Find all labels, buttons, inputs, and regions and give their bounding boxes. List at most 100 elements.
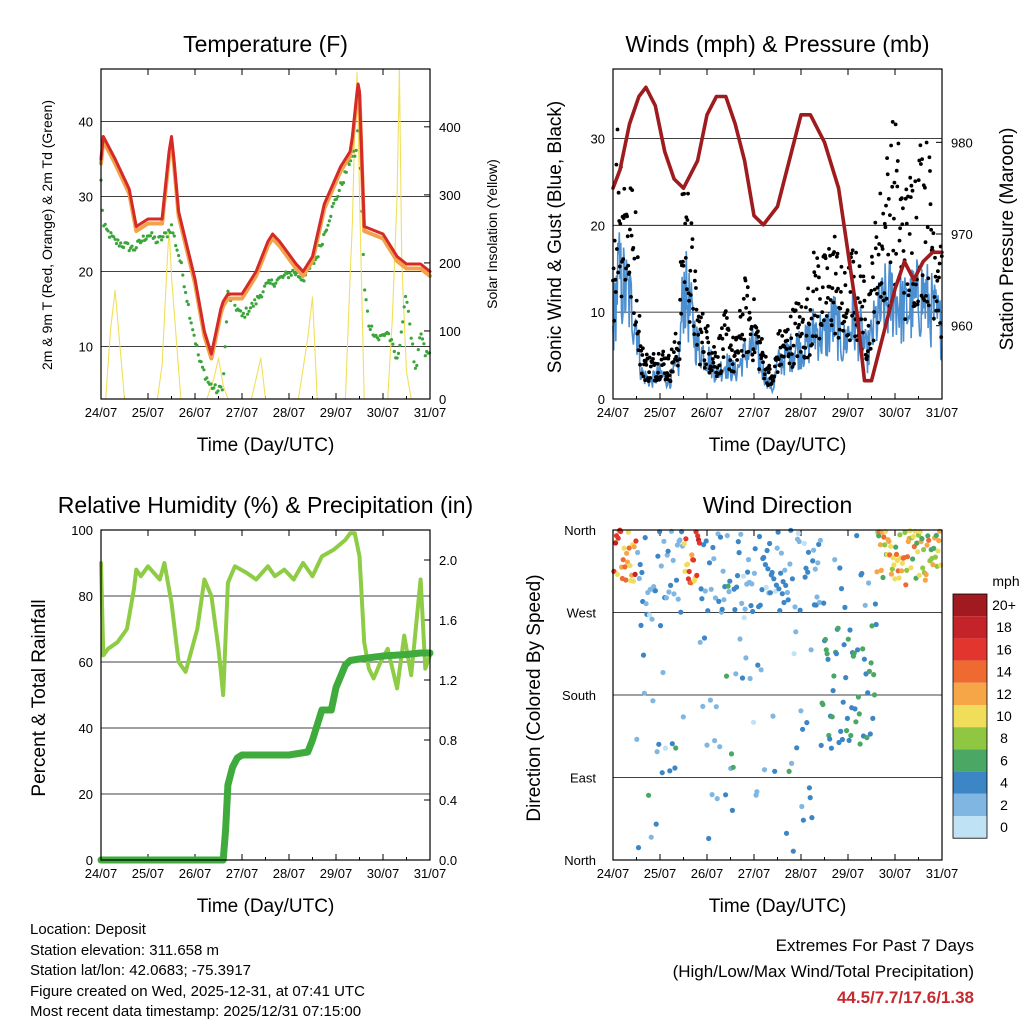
dewpoint-point — [133, 248, 137, 252]
direction-point — [729, 807, 736, 814]
station-info: Location: Deposit Station elevation: 311… — [30, 920, 365, 1023]
direction-point — [673, 577, 680, 583]
gust-point — [778, 329, 782, 333]
direction-point — [888, 571, 895, 577]
dewpoint-point — [192, 333, 196, 337]
dewpoint-point — [246, 312, 250, 316]
gust-point — [817, 275, 821, 280]
gust-point — [745, 285, 750, 290]
dewpoint-point — [356, 129, 360, 133]
gust-point — [687, 298, 691, 303]
gust-point — [836, 335, 841, 340]
dewpoint-point — [327, 219, 331, 223]
gust-point — [685, 218, 690, 222]
direction-point — [851, 650, 857, 656]
direction-point — [664, 552, 670, 558]
x-tick-label: 28/07 — [785, 866, 818, 881]
temperature-title: Temperature (F) — [183, 31, 348, 57]
dewpoint-point — [172, 234, 176, 238]
direction-point — [871, 692, 878, 698]
gust-point — [842, 270, 847, 275]
dewpoint-point — [353, 154, 357, 158]
dewpoint-point — [226, 289, 230, 293]
gust-point — [669, 347, 674, 352]
gust-point — [681, 263, 686, 268]
gust-point — [697, 319, 702, 324]
direction-point — [805, 569, 811, 575]
colorbar-swatch — [953, 705, 987, 728]
gust-point — [872, 310, 876, 314]
y-tick-label: North — [564, 853, 596, 868]
direction-point — [649, 616, 655, 622]
x-tick-label: 31/07 — [414, 405, 447, 420]
gust-point — [881, 298, 886, 303]
direction-point — [631, 544, 637, 550]
gust-point — [690, 237, 695, 242]
direction-point — [637, 561, 643, 568]
direction-point — [936, 538, 942, 544]
dewpoint-point — [261, 290, 265, 294]
dewpoint-point — [332, 201, 336, 205]
direction-point — [893, 544, 899, 550]
gust-point — [738, 308, 742, 313]
direction-point — [811, 547, 817, 553]
direction-point — [726, 589, 732, 595]
dewpoint-point — [344, 170, 348, 174]
gust-point — [750, 352, 755, 357]
gust-point — [613, 290, 618, 294]
dewpoint-point — [248, 306, 253, 310]
y-right-tick-label: 970 — [951, 227, 973, 242]
gust-point — [639, 371, 644, 376]
gust-point — [676, 363, 680, 368]
gust-point — [705, 335, 710, 340]
dewpoint-point — [205, 376, 209, 380]
gust-point — [756, 334, 761, 339]
y-right-tick-label: 300 — [439, 188, 461, 203]
gust-point — [692, 332, 697, 337]
dewpoint-point — [404, 294, 408, 299]
y-tick-label: 10 — [79, 340, 93, 355]
dewpoint-point — [171, 231, 175, 235]
gust-point — [826, 296, 830, 300]
direction-point — [723, 792, 729, 798]
gust-point — [632, 311, 636, 315]
gust-point — [827, 247, 831, 251]
direction-point — [659, 770, 665, 776]
direction-point — [737, 636, 743, 642]
direction-point — [720, 568, 726, 574]
gust-point — [798, 350, 803, 354]
gust-point — [724, 332, 729, 337]
direction-point — [757, 602, 763, 608]
gust-point — [900, 222, 905, 227]
direction-point — [922, 577, 928, 583]
gust-point — [730, 348, 734, 352]
gust-point — [831, 300, 836, 305]
direction-point — [860, 646, 866, 652]
dewpoint-point — [158, 234, 162, 238]
gust-point — [823, 256, 828, 261]
dewpoint-point — [224, 320, 229, 324]
gust-point — [622, 186, 627, 191]
gust-point — [842, 319, 847, 324]
gust-point — [665, 371, 669, 375]
gust-point — [913, 179, 918, 184]
colorbar-swatch — [953, 727, 987, 750]
direction-point — [799, 803, 805, 810]
extremes-title: Extremes For Past 7 Days — [775, 936, 974, 955]
gust-point — [739, 336, 743, 341]
direction-point — [787, 561, 793, 567]
direction-point — [633, 538, 639, 544]
dewpoint-point — [420, 337, 425, 341]
direction-point — [856, 711, 862, 717]
direction-point — [698, 586, 704, 592]
direction-point — [816, 541, 822, 548]
direction-point — [790, 848, 796, 854]
direction-point — [655, 553, 661, 559]
direction-point — [890, 555, 896, 561]
dewpoint-point — [281, 275, 285, 279]
x-tick-label: 25/07 — [132, 405, 165, 420]
direction-point — [846, 737, 852, 744]
direction-point — [700, 703, 706, 710]
gust-point — [762, 372, 767, 377]
gust-point — [888, 260, 893, 265]
